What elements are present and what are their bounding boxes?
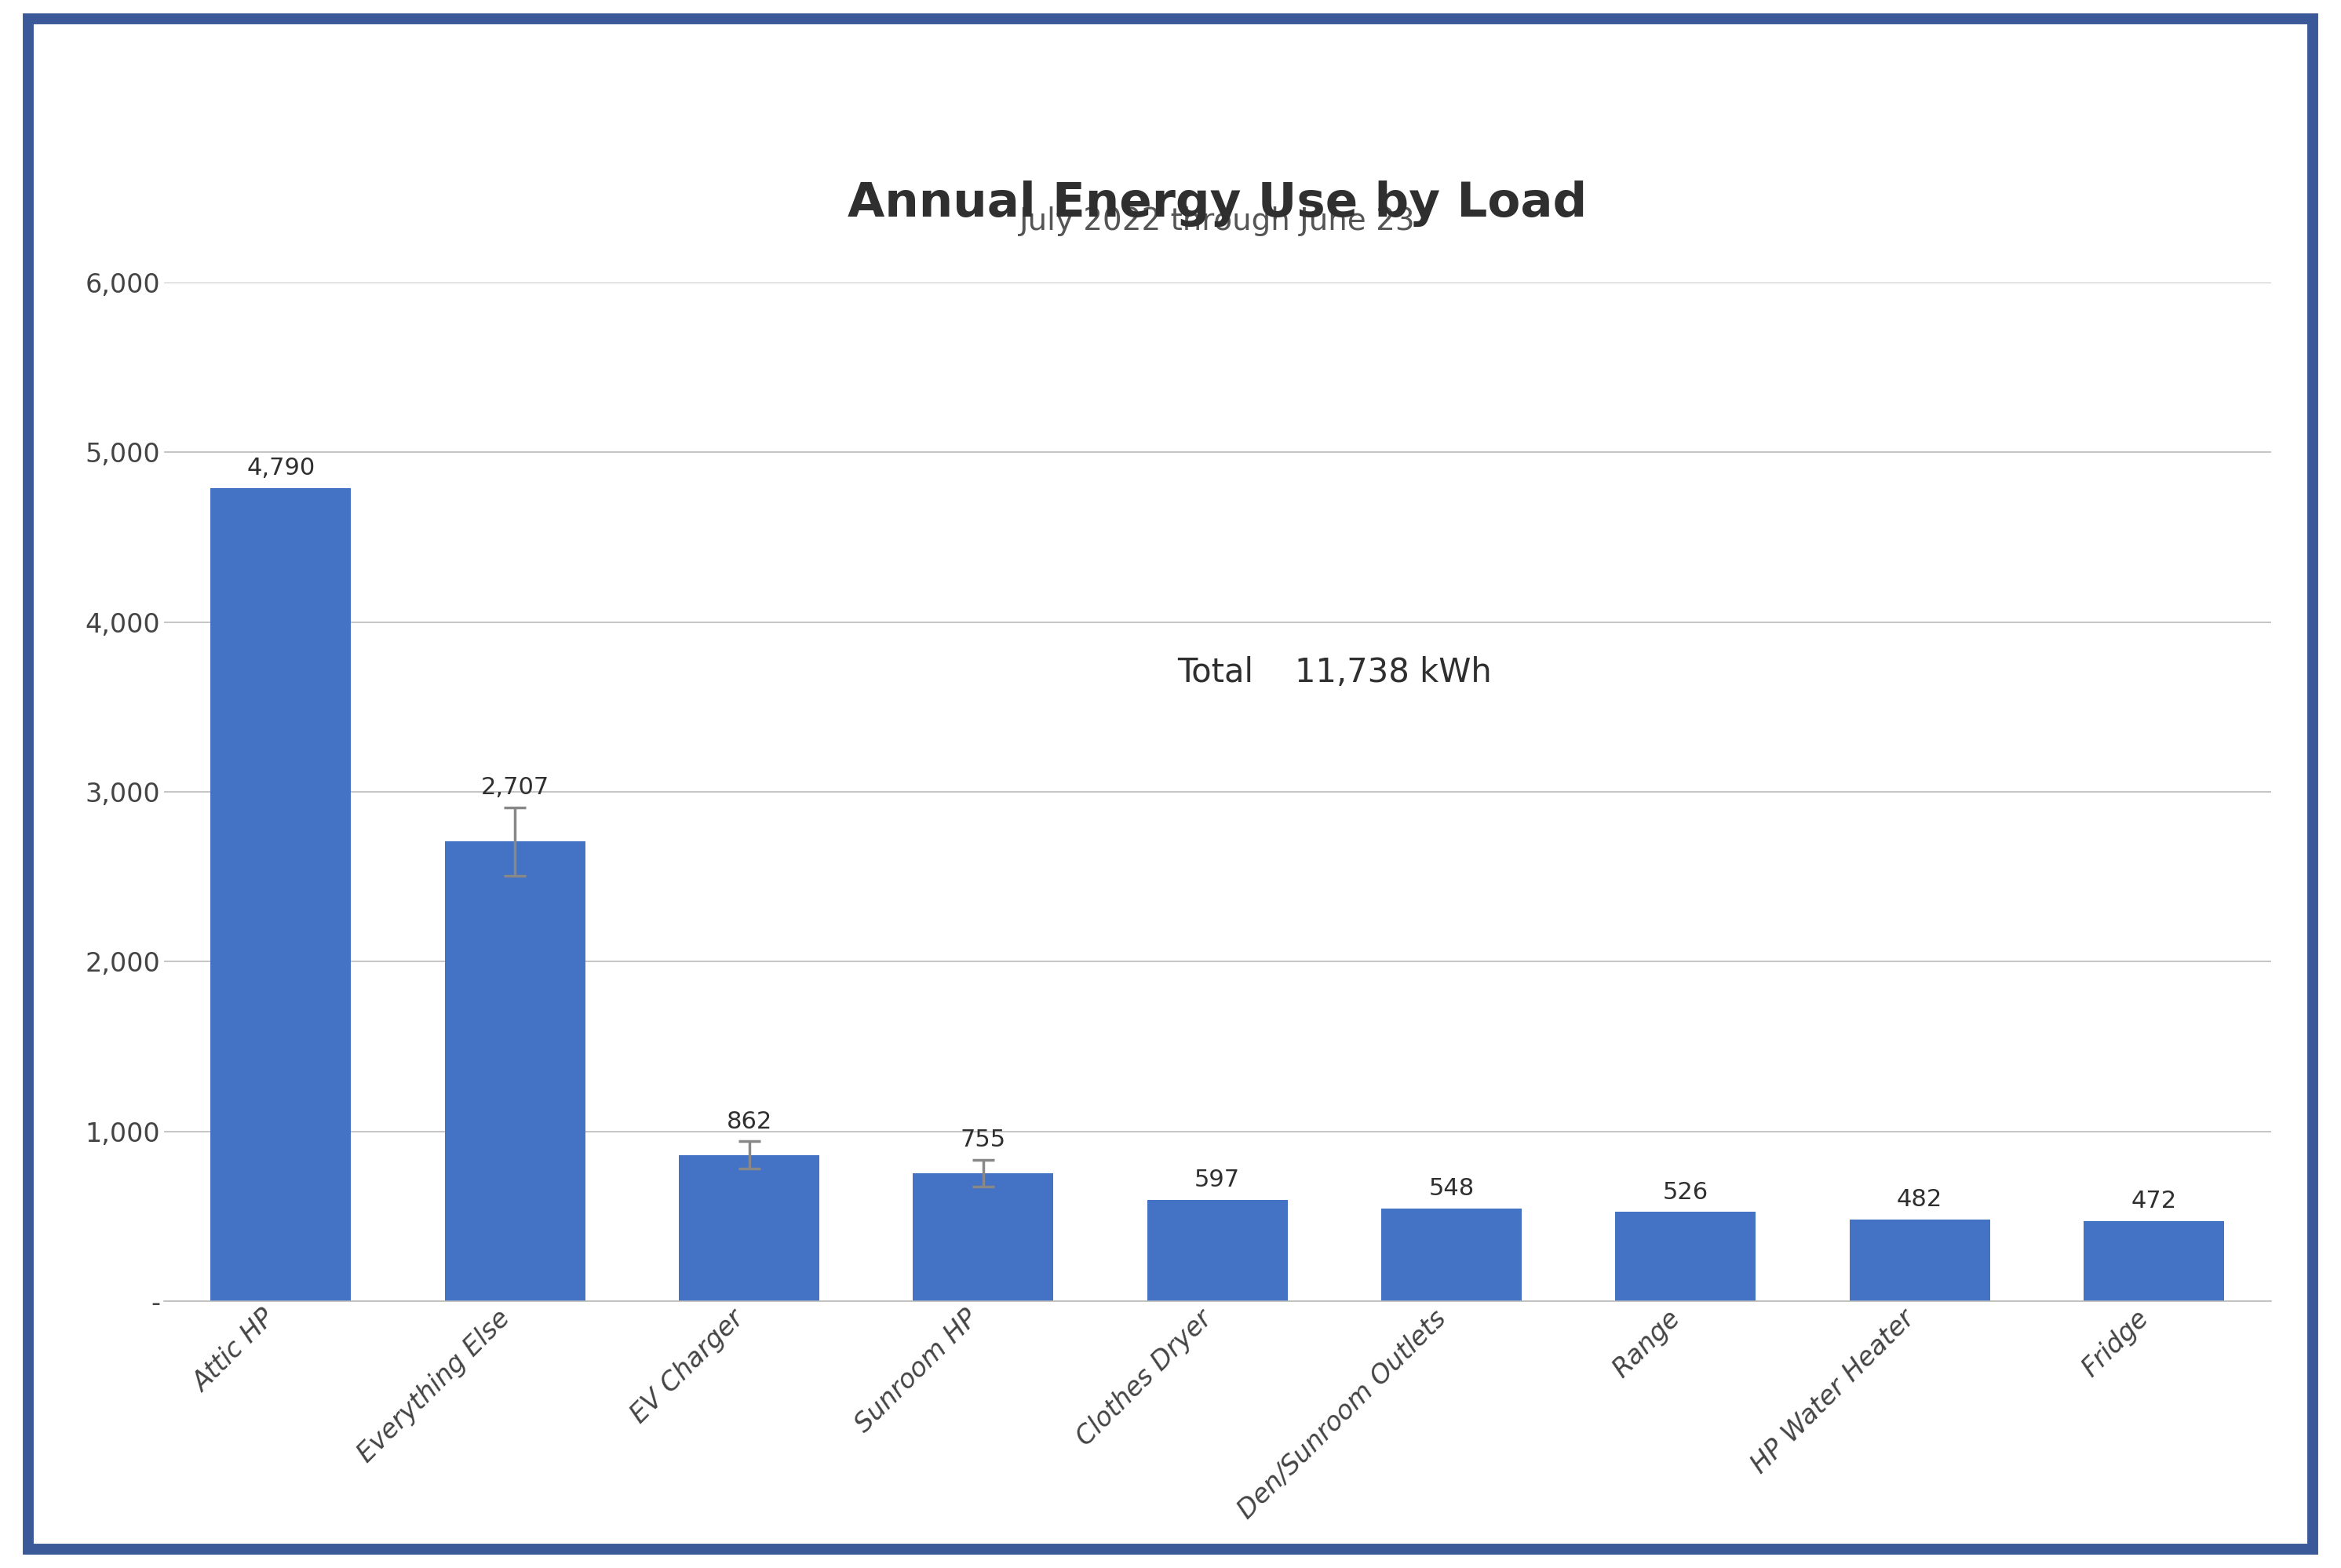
- Text: 2,707: 2,707: [480, 776, 550, 800]
- Text: July 2022 through June 23: July 2022 through June 23: [1018, 207, 1416, 237]
- Text: 526: 526: [1662, 1181, 1709, 1204]
- Text: 472: 472: [2130, 1190, 2177, 1212]
- Text: Total    11,738 kWh: Total 11,738 kWh: [1178, 657, 1491, 690]
- Text: 755: 755: [960, 1129, 1007, 1151]
- Bar: [679, 1156, 819, 1301]
- Bar: [1381, 1209, 1522, 1301]
- Bar: [913, 1173, 1053, 1301]
- Bar: [1849, 1220, 1990, 1301]
- Bar: [211, 488, 351, 1301]
- Text: 482: 482: [1896, 1189, 1943, 1210]
- Bar: [1615, 1212, 1756, 1301]
- Title: Annual Energy Use by Load: Annual Energy Use by Load: [847, 180, 1587, 227]
- Text: 597: 597: [1194, 1168, 1241, 1192]
- Bar: [2083, 1221, 2224, 1301]
- Text: 862: 862: [726, 1110, 773, 1134]
- Text: 4,790: 4,790: [246, 456, 316, 480]
- Bar: [445, 842, 585, 1301]
- Bar: [1147, 1200, 1288, 1301]
- Text: 548: 548: [1428, 1178, 1475, 1200]
